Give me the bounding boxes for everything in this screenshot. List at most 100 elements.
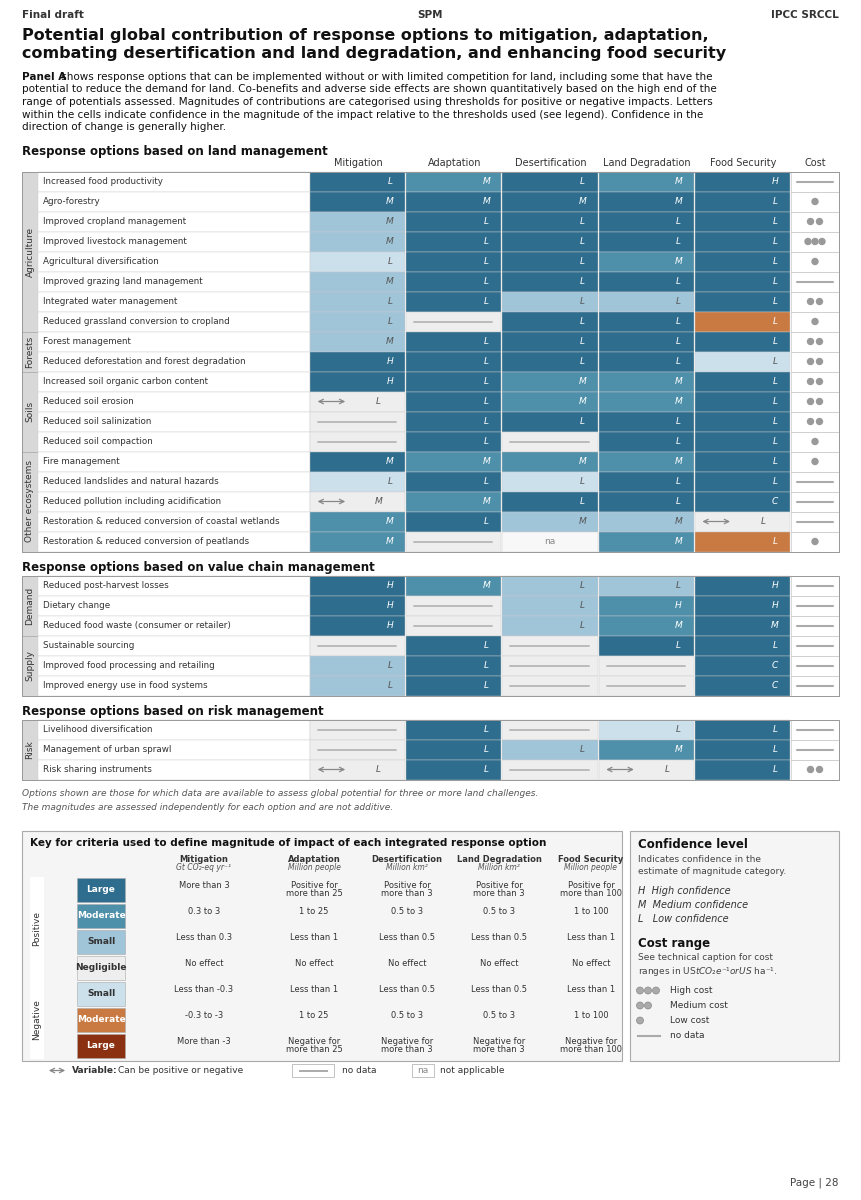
Bar xyxy=(406,232,501,252)
Bar xyxy=(791,412,839,432)
Circle shape xyxy=(816,218,822,224)
Text: L: L xyxy=(772,217,777,226)
Circle shape xyxy=(645,986,652,994)
Bar xyxy=(310,412,406,432)
Text: L: L xyxy=(772,277,777,286)
Bar xyxy=(406,192,501,211)
Bar xyxy=(310,372,406,391)
Text: No effect: No effect xyxy=(387,959,426,967)
Bar xyxy=(598,720,694,739)
Bar xyxy=(598,412,694,432)
Bar xyxy=(791,492,839,511)
Circle shape xyxy=(812,198,818,204)
Circle shape xyxy=(636,1002,643,1009)
Bar xyxy=(503,232,598,252)
Text: L: L xyxy=(772,745,777,754)
Bar xyxy=(406,391,501,412)
Text: Other ecosystems: Other ecosystems xyxy=(26,461,34,542)
Circle shape xyxy=(653,986,660,994)
Text: Indicates confidence in the: Indicates confidence in the xyxy=(638,854,761,864)
Text: M: M xyxy=(771,622,778,630)
Bar xyxy=(38,172,310,192)
Bar xyxy=(598,312,694,331)
Text: Mitigation: Mitigation xyxy=(180,854,228,864)
Text: L: L xyxy=(676,497,681,506)
Text: M: M xyxy=(386,538,393,546)
Text: See technical caption for cost: See technical caption for cost xyxy=(638,953,773,961)
Bar xyxy=(503,352,598,372)
Bar xyxy=(38,511,310,532)
Bar xyxy=(406,760,501,780)
Bar xyxy=(406,492,501,511)
Bar xyxy=(77,955,125,979)
Text: M: M xyxy=(675,397,683,406)
Circle shape xyxy=(812,539,818,545)
Text: M: M xyxy=(579,197,586,206)
Text: M: M xyxy=(482,197,490,206)
Text: L: L xyxy=(579,622,585,630)
Text: Improved food processing and retailing: Improved food processing and retailing xyxy=(43,661,214,670)
Bar xyxy=(695,271,790,292)
Text: Increased soil organic carbon content: Increased soil organic carbon content xyxy=(43,377,208,386)
Bar xyxy=(503,616,598,636)
Text: range of potentials assessed. Magnitudes of contributions are categorised using : range of potentials assessed. Magnitudes… xyxy=(22,97,713,107)
Bar xyxy=(406,412,501,432)
Text: Potential global contribution of response options to mitigation, adaptation,: Potential global contribution of respons… xyxy=(22,28,709,43)
Text: L: L xyxy=(387,296,393,306)
Bar xyxy=(791,271,839,292)
Text: L: L xyxy=(484,517,489,526)
Bar xyxy=(598,372,694,391)
Text: Less than 1: Less than 1 xyxy=(290,984,338,994)
Text: L: L xyxy=(484,476,489,486)
Text: L: L xyxy=(579,416,585,426)
Text: Negative for: Negative for xyxy=(381,1037,433,1045)
Text: Risk: Risk xyxy=(26,740,34,758)
Text: L: L xyxy=(387,176,393,186)
Bar xyxy=(598,532,694,552)
Bar xyxy=(310,331,406,352)
Bar xyxy=(22,720,839,780)
Bar xyxy=(406,472,501,492)
Text: L: L xyxy=(676,581,681,590)
Bar xyxy=(791,391,839,412)
Bar xyxy=(695,292,790,312)
Text: L: L xyxy=(676,317,681,326)
Text: H: H xyxy=(771,176,778,186)
Bar xyxy=(310,292,406,312)
Bar xyxy=(503,432,598,451)
Text: M: M xyxy=(579,457,586,466)
Bar xyxy=(22,636,38,696)
Text: H: H xyxy=(387,377,393,386)
Bar xyxy=(791,312,839,331)
Bar xyxy=(503,492,598,511)
Text: L: L xyxy=(387,476,393,486)
Bar xyxy=(503,720,598,739)
Text: M: M xyxy=(386,197,393,206)
Bar xyxy=(503,211,598,232)
Circle shape xyxy=(816,419,822,425)
Bar xyxy=(38,352,310,372)
Text: more than 3: more than 3 xyxy=(381,1045,433,1055)
Text: C: C xyxy=(771,661,777,670)
Text: Small: Small xyxy=(87,937,115,946)
Text: M: M xyxy=(386,236,393,246)
Bar xyxy=(503,271,598,292)
Bar xyxy=(598,636,694,655)
Text: no data: no data xyxy=(670,1031,704,1040)
Bar xyxy=(38,432,310,451)
Bar xyxy=(77,930,125,954)
Text: Negligible: Negligible xyxy=(75,962,127,972)
Bar xyxy=(695,616,790,636)
Text: Low cost: Low cost xyxy=(670,1016,709,1025)
Bar xyxy=(791,655,839,676)
Bar xyxy=(406,636,501,655)
Bar xyxy=(38,252,310,271)
Text: Negative for: Negative for xyxy=(473,1037,525,1045)
Bar xyxy=(38,372,310,391)
Bar xyxy=(38,292,310,312)
Text: Positive for: Positive for xyxy=(567,881,615,889)
Bar xyxy=(791,372,839,391)
Text: Cost: Cost xyxy=(804,158,826,168)
Text: Desertification: Desertification xyxy=(515,158,586,168)
Text: Less than 1: Less than 1 xyxy=(290,932,338,942)
